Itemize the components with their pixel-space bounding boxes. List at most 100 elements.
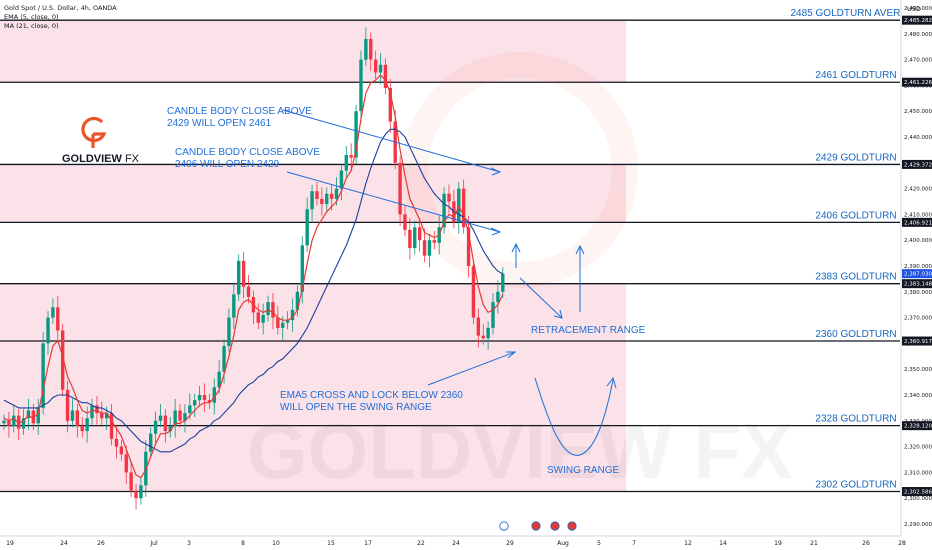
candle-body xyxy=(491,302,495,328)
candle-body xyxy=(398,162,402,215)
candle-body xyxy=(481,335,485,339)
time-tick: 15 xyxy=(327,540,335,547)
price-tag-label: 2,383.148 xyxy=(904,282,932,288)
candle-body xyxy=(168,425,172,432)
candle-body xyxy=(315,191,319,199)
symbol-title[interactable]: Gold Spot / U.S. Dollar, 4h, OANDA xyxy=(4,4,117,12)
level-label: 2383 GOLDTURN xyxy=(815,272,896,283)
candle-body xyxy=(344,155,348,171)
candle-body xyxy=(261,315,265,323)
arrow-note2 xyxy=(286,171,501,233)
time-tick: 21 xyxy=(810,540,818,547)
swing-curve-head xyxy=(606,376,617,389)
ema-legend[interactable]: EMA (5, close, 0) xyxy=(4,13,59,21)
arrow-up-1-head xyxy=(511,242,521,253)
candle-body xyxy=(246,286,251,297)
candle-body xyxy=(359,59,363,112)
us-flag-icon[interactable] xyxy=(567,521,577,531)
candle-body xyxy=(388,87,393,122)
candle-body xyxy=(134,490,138,499)
price-tick: 2,490.000 xyxy=(904,6,932,12)
time-tick: 5 xyxy=(597,540,601,547)
ma-line xyxy=(3,128,504,453)
candle-body xyxy=(80,425,84,432)
us-flag-icon[interactable] xyxy=(550,521,560,531)
candle-body xyxy=(466,227,471,266)
indicator-lines xyxy=(3,74,504,479)
time-tick: Jul xyxy=(149,540,158,547)
candle-body xyxy=(188,405,192,414)
candle-body xyxy=(369,38,373,60)
time-tick: 29 xyxy=(506,540,514,547)
candle-body xyxy=(193,400,197,406)
watermark-text: GOLDVIEW FX xyxy=(247,407,793,495)
candle-body xyxy=(2,420,6,424)
time-tick: 10 xyxy=(272,540,280,547)
candle-body xyxy=(310,191,314,210)
level-label: 2406 GOLDTURN xyxy=(815,210,896,221)
us-flag-icon[interactable] xyxy=(531,521,541,531)
candle-body xyxy=(354,111,358,158)
currency-label: USD xyxy=(907,5,921,13)
candle-body xyxy=(271,302,275,318)
candle-body xyxy=(183,413,187,421)
arrow-note2-head xyxy=(490,227,502,236)
event-icon[interactable] xyxy=(499,521,509,531)
price-tag xyxy=(902,336,932,346)
supply-demand-zone xyxy=(0,20,626,83)
price-tick: 2,450.000 xyxy=(904,109,932,115)
level-label: 2360 GOLDTURN xyxy=(815,329,896,340)
candle-body xyxy=(471,266,476,318)
event-icons[interactable] xyxy=(499,521,577,531)
candle-body xyxy=(202,395,207,401)
candle-body xyxy=(12,415,16,426)
price-tick: 2,350.000 xyxy=(904,367,932,373)
candle-body xyxy=(129,472,133,491)
price-tick: 2,340.000 xyxy=(904,393,932,399)
time-tick: 22 xyxy=(417,540,425,547)
candle-body xyxy=(461,188,466,228)
candle-body xyxy=(158,415,163,421)
candle-body xyxy=(496,291,500,303)
arrow-retrace-head xyxy=(553,309,563,319)
candle-body xyxy=(119,446,124,455)
level-label: 2461 GOLDTURN xyxy=(815,70,896,81)
candle-body xyxy=(21,418,26,429)
logo-suffix: FX xyxy=(124,153,140,165)
candle-body xyxy=(320,198,324,205)
candle-body xyxy=(7,420,11,426)
candle-body xyxy=(276,317,280,328)
candle-body xyxy=(16,415,21,429)
watermark: GOLDVIEW FX xyxy=(247,52,793,495)
level-label: 2429 GOLDTURN xyxy=(815,152,896,163)
arrow-note1 xyxy=(282,109,501,173)
candle-body xyxy=(339,170,344,189)
price-axis: 2,290.0002,300.0002,310.0002,320.0002,33… xyxy=(900,0,932,550)
time-axis: 19 24 26 Jul 3 8 10 15 17 22 24 29 Aug 5 7 12 14 19 21 26 28 xyxy=(0,535,906,547)
candle-body xyxy=(60,330,65,390)
note1-line1: CANDLE BODY CLOSE ABOVE xyxy=(167,106,312,117)
time-tick: 19 xyxy=(774,540,782,547)
ma-legend[interactable]: MA (21, close, 0) xyxy=(4,22,59,30)
time-tick: 24 xyxy=(60,540,68,547)
candle-body xyxy=(266,302,270,316)
price-tag xyxy=(902,421,932,431)
candle-body xyxy=(486,327,490,339)
candle-body xyxy=(163,415,168,432)
time-tick: 26 xyxy=(97,540,105,547)
candle-body xyxy=(422,240,427,256)
candle-body xyxy=(178,410,182,421)
price-tick: 2,310.000 xyxy=(904,470,932,476)
price-tick: 2,420.000 xyxy=(904,187,932,193)
price-tick: 2,470.000 xyxy=(904,58,932,64)
candle-body xyxy=(256,312,260,323)
candle-body xyxy=(403,214,407,230)
annotations: CANDLE BODY CLOSE ABOVE 2429 WILL OPEN 2… xyxy=(167,106,646,476)
time-tick: Aug xyxy=(557,540,569,547)
note2-line1: CANDLE BODY CLOSE ABOVE xyxy=(175,147,320,158)
time-tick: 3 xyxy=(187,540,191,547)
candle-body xyxy=(212,387,216,403)
candle-body xyxy=(109,413,114,439)
candle-body xyxy=(149,433,153,452)
